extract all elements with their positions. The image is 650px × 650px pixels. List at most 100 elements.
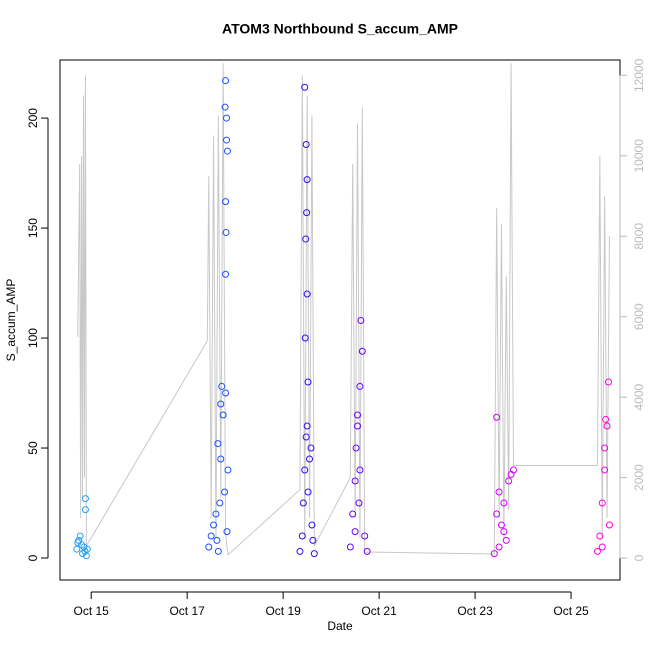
point bbox=[210, 521, 218, 529]
point bbox=[222, 77, 230, 85]
point bbox=[349, 510, 357, 518]
point bbox=[598, 543, 606, 551]
point bbox=[78, 541, 86, 549]
point bbox=[351, 477, 359, 485]
point bbox=[217, 400, 225, 408]
x-tick-label: Oct 17 bbox=[169, 604, 205, 618]
point bbox=[218, 382, 226, 390]
point bbox=[500, 499, 508, 507]
y2-tick-label: 6000 bbox=[632, 303, 646, 330]
point bbox=[601, 444, 609, 452]
y-tick-label: 50 bbox=[26, 441, 40, 455]
point bbox=[598, 499, 606, 507]
point bbox=[356, 466, 364, 474]
point bbox=[310, 550, 318, 558]
point bbox=[213, 536, 221, 544]
x-tick-label: Oct 15 bbox=[74, 604, 110, 618]
point bbox=[302, 140, 310, 148]
point bbox=[216, 499, 224, 507]
point bbox=[354, 422, 362, 430]
point bbox=[76, 532, 84, 540]
point bbox=[299, 499, 307, 507]
point bbox=[509, 466, 517, 474]
y2-tick-label: 10000 bbox=[632, 139, 646, 173]
point bbox=[497, 521, 505, 529]
y-tick-label: 200 bbox=[26, 108, 40, 128]
point bbox=[495, 543, 503, 551]
point bbox=[495, 488, 503, 496]
point bbox=[493, 413, 501, 421]
point bbox=[358, 347, 366, 355]
point bbox=[502, 536, 510, 544]
point bbox=[222, 270, 230, 278]
plot-frame bbox=[59, 59, 621, 581]
point bbox=[308, 521, 316, 529]
point bbox=[205, 543, 213, 551]
point bbox=[301, 334, 309, 342]
point bbox=[500, 528, 508, 536]
point bbox=[207, 532, 215, 540]
point bbox=[593, 547, 601, 555]
point bbox=[596, 532, 604, 540]
point bbox=[79, 550, 87, 558]
point bbox=[301, 466, 309, 474]
x-axis-label: Date bbox=[327, 619, 353, 633]
point bbox=[505, 477, 513, 485]
point bbox=[296, 547, 304, 555]
y-axis-label: S_accum_AMP bbox=[4, 279, 18, 362]
point bbox=[74, 539, 82, 547]
point bbox=[302, 433, 310, 441]
y-tick-label: 150 bbox=[26, 218, 40, 238]
point bbox=[222, 198, 230, 206]
point bbox=[298, 532, 306, 540]
x-tick-label: Oct 23 bbox=[457, 604, 493, 618]
point bbox=[604, 378, 612, 386]
chart-title: ATOM3 Northbound S_accum_AMP bbox=[222, 21, 458, 37]
y2-tick-label: 12000 bbox=[632, 58, 646, 92]
x-tick-label: Oct 25 bbox=[553, 604, 589, 618]
point bbox=[223, 528, 231, 536]
point bbox=[601, 466, 609, 474]
point bbox=[356, 382, 364, 390]
point bbox=[352, 444, 360, 452]
y-tick-label: 0 bbox=[26, 554, 40, 561]
x-tick-label: Oct 19 bbox=[265, 604, 301, 618]
y2-tick-label: 2000 bbox=[632, 464, 646, 491]
point bbox=[219, 411, 227, 419]
point bbox=[302, 235, 310, 243]
point bbox=[363, 547, 371, 555]
point bbox=[214, 547, 222, 555]
point bbox=[346, 543, 354, 551]
point bbox=[223, 136, 231, 144]
point bbox=[493, 510, 501, 518]
point bbox=[307, 444, 315, 452]
point bbox=[306, 455, 314, 463]
point bbox=[304, 378, 312, 386]
point bbox=[309, 536, 317, 544]
point bbox=[221, 103, 229, 111]
point bbox=[351, 528, 359, 536]
point bbox=[223, 147, 231, 155]
line-series bbox=[77, 63, 610, 556]
point bbox=[303, 422, 311, 430]
point bbox=[603, 422, 611, 430]
point bbox=[490, 550, 498, 558]
point bbox=[83, 545, 91, 553]
point bbox=[357, 316, 365, 324]
point bbox=[303, 209, 311, 217]
point bbox=[303, 290, 311, 298]
y2-tick-label: 0 bbox=[632, 554, 646, 561]
point bbox=[217, 455, 225, 463]
y-tick-label: 100 bbox=[26, 328, 40, 348]
point bbox=[224, 466, 232, 474]
point bbox=[361, 532, 369, 540]
point bbox=[214, 440, 222, 448]
y2-tick-label: 4000 bbox=[632, 384, 646, 411]
point bbox=[303, 176, 311, 184]
point bbox=[73, 545, 81, 553]
point bbox=[212, 510, 220, 518]
point bbox=[602, 415, 610, 423]
point bbox=[223, 114, 231, 122]
point bbox=[301, 83, 309, 91]
